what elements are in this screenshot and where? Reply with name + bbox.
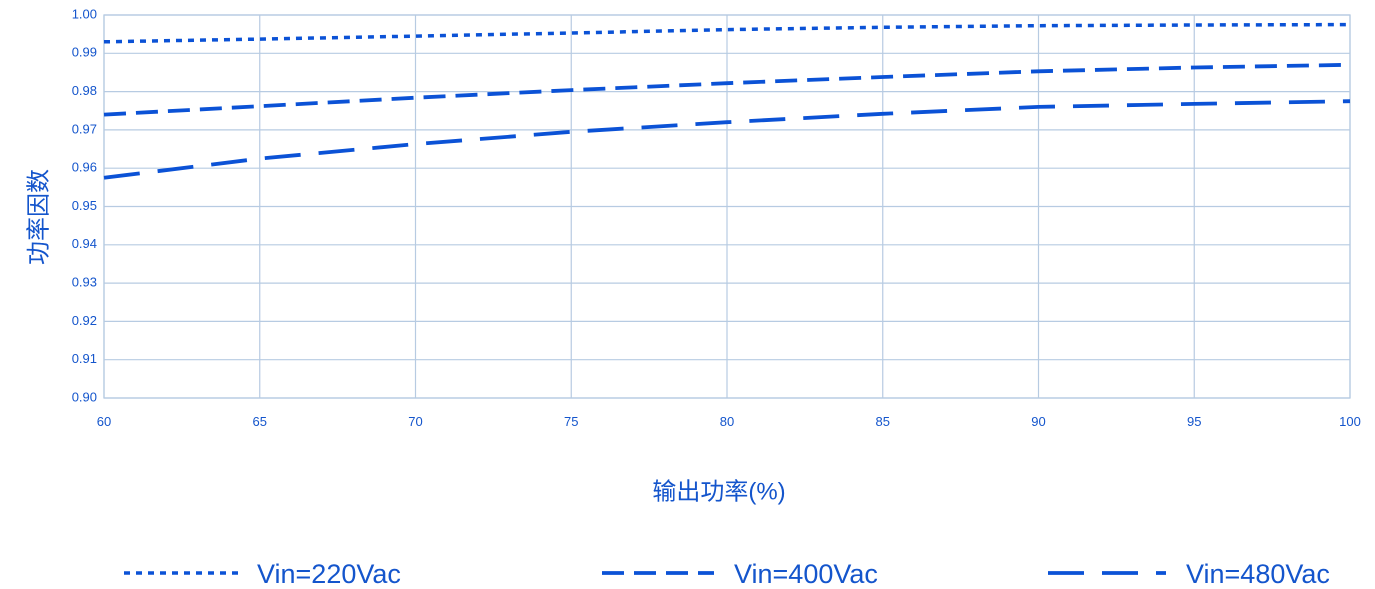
y-tick-label: 1.00 [72,6,97,21]
x-tick-label: 70 [408,414,422,429]
plot-area [103,14,1351,399]
y-tick-label: 0.99 [72,45,97,60]
y-tick-label: 0.92 [72,313,97,328]
y-tick-label: 0.95 [72,198,97,213]
y-axis-ticks: 0.90 0.91 0.92 0.93 0.94 0.95 0.96 0.97 0.98 0.99… [72,6,97,404]
y-tick-label: 0.91 [72,351,97,366]
x-tick-label: 100 [1339,414,1361,429]
x-axis-title: 输出功率(%) [652,478,785,505]
x-tick-label: 85 [876,414,890,429]
grid-lines [103,14,1351,399]
x-tick-label: 60 [97,414,111,429]
x-tick-label: 75 [564,414,578,429]
x-axis-ticks: 60 65 70 75 80 85 90 95 100 [97,414,1361,429]
series-line-vin-400vac [103,62,1351,117]
x-tick-label: 95 [1187,414,1201,429]
series-line-vin-480vac [103,99,1351,180]
y-tick-label: 0.98 [72,83,97,98]
y-axis-title: 功率因数 [25,169,52,265]
y-tick-label: 0.97 [72,121,97,136]
legend-label: Vin=480Vac [1186,559,1330,589]
y-tick-label: 0.94 [72,236,97,251]
series-line-vin-220vac [103,22,1351,44]
legend: Vin=220Vac Vin=400Vac Vin=480Vac [124,559,1330,589]
y-tick-label: 0.96 [72,160,97,175]
x-tick-label: 90 [1031,414,1045,429]
legend-label: Vin=400Vac [734,559,878,589]
y-tick-label: 0.90 [72,389,97,404]
legend-label: Vin=220Vac [257,559,401,589]
x-tick-label: 80 [720,414,734,429]
x-tick-label: 65 [253,414,267,429]
series-lines [103,22,1351,180]
y-tick-label: 0.93 [72,275,97,290]
